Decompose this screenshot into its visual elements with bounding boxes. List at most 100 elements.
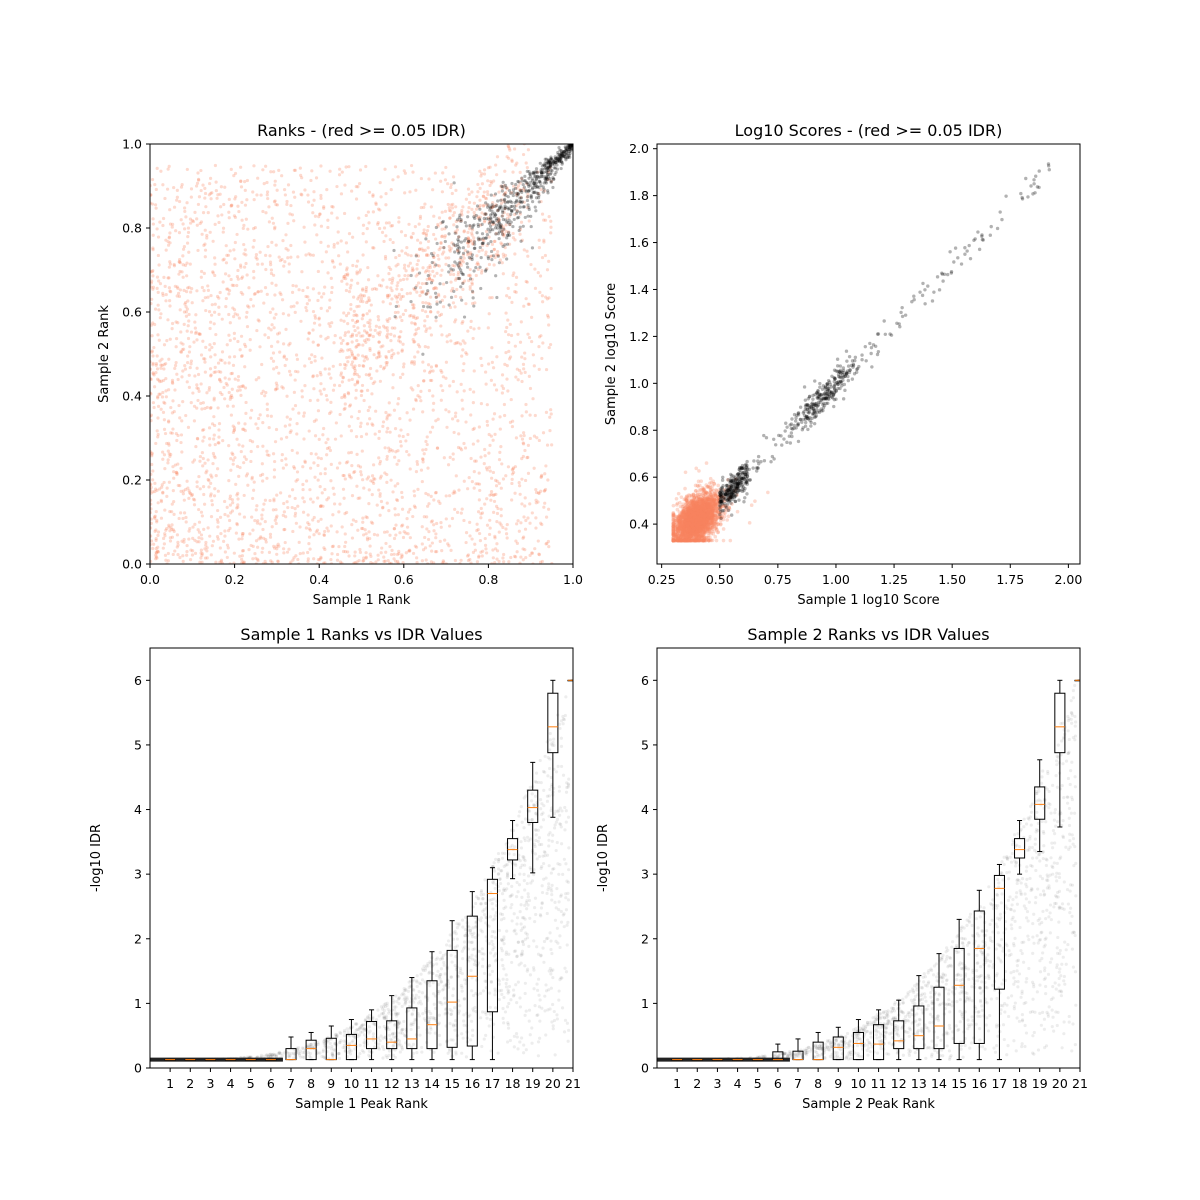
point [494, 478, 498, 482]
point [712, 501, 717, 506]
point [543, 472, 547, 476]
point [154, 557, 158, 561]
point [200, 285, 204, 290]
point [705, 497, 710, 501]
point [175, 285, 179, 289]
point [695, 527, 700, 532]
point [454, 294, 458, 299]
point [486, 203, 490, 207]
point [415, 290, 419, 294]
point [487, 532, 492, 537]
point [334, 421, 338, 425]
point [206, 526, 210, 530]
point [449, 280, 453, 284]
point [540, 212, 545, 216]
point [153, 322, 157, 327]
point [202, 502, 207, 506]
point [475, 204, 480, 208]
point [232, 315, 236, 319]
point [430, 260, 434, 265]
point [171, 381, 175, 385]
point [389, 356, 394, 360]
point [159, 500, 164, 504]
point [451, 263, 455, 268]
point [699, 479, 703, 484]
point [683, 520, 688, 525]
point [223, 361, 227, 365]
point [171, 427, 175, 431]
point [466, 215, 470, 219]
point [271, 359, 276, 363]
point [461, 260, 465, 264]
point [715, 527, 719, 532]
point [172, 205, 177, 209]
point [484, 382, 488, 386]
point [685, 516, 690, 521]
point [329, 479, 333, 483]
point [271, 351, 276, 355]
point [535, 436, 539, 440]
point [703, 526, 707, 530]
point [475, 195, 479, 199]
point [150, 349, 154, 353]
point [232, 214, 237, 218]
point [471, 242, 475, 246]
point [520, 200, 524, 205]
point [379, 551, 383, 555]
point [702, 522, 707, 527]
point [189, 359, 193, 363]
point [439, 521, 443, 525]
point [177, 231, 182, 235]
point [368, 321, 372, 326]
point [530, 551, 534, 555]
point [230, 371, 234, 375]
point [692, 514, 696, 518]
point [371, 193, 375, 197]
point [695, 520, 700, 524]
point [546, 189, 550, 193]
point [285, 500, 289, 504]
point [549, 171, 553, 175]
point [432, 498, 436, 502]
point [183, 209, 187, 214]
point [281, 312, 285, 316]
point [434, 536, 438, 540]
point [692, 522, 697, 527]
point [267, 220, 271, 224]
point [423, 202, 427, 206]
point [702, 502, 707, 507]
point [183, 364, 187, 368]
point [378, 226, 382, 231]
point [259, 536, 263, 540]
point [671, 524, 676, 528]
point [207, 310, 212, 314]
point [424, 329, 428, 333]
point [182, 540, 186, 544]
point [673, 528, 678, 533]
point [480, 172, 484, 176]
point [353, 371, 357, 375]
point [407, 222, 411, 226]
point [446, 463, 451, 467]
point [217, 369, 221, 374]
point [468, 387, 472, 391]
point [430, 378, 434, 383]
point [546, 165, 550, 169]
point [332, 341, 336, 345]
point [468, 224, 472, 228]
point [335, 466, 340, 470]
point [515, 191, 519, 195]
point [177, 403, 181, 408]
point [535, 185, 539, 189]
point [152, 345, 156, 350]
point [265, 453, 269, 457]
point [194, 184, 199, 188]
point [346, 341, 350, 346]
point [713, 534, 718, 539]
point [210, 422, 215, 426]
point [379, 284, 384, 288]
point [461, 205, 465, 209]
point [167, 525, 171, 529]
point [314, 176, 319, 180]
point [413, 544, 417, 548]
